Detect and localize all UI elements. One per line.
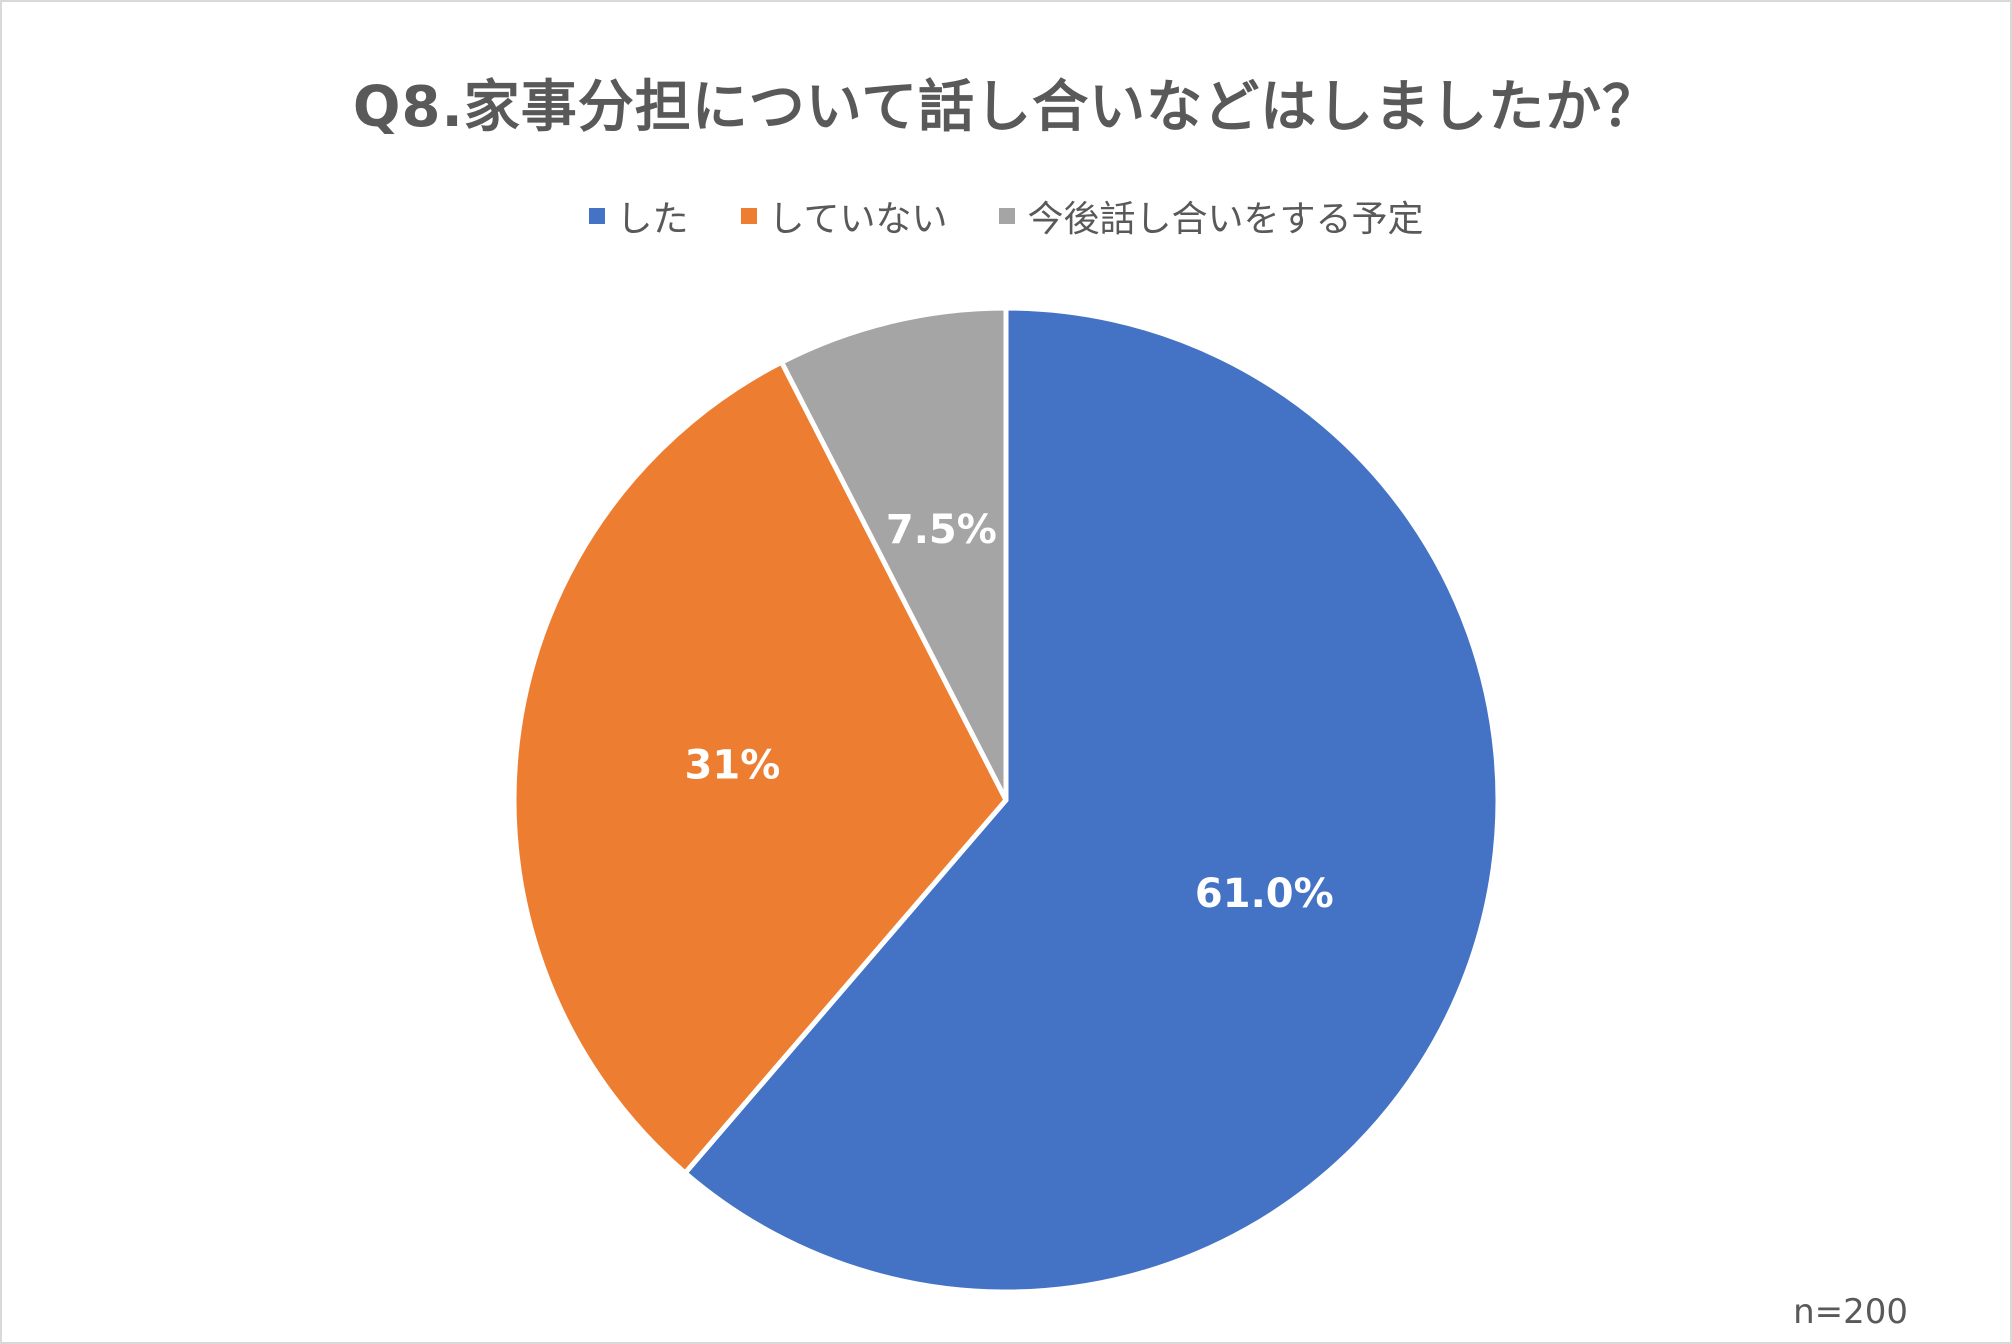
legend-item-0: した <box>588 190 689 242</box>
legend-swatch-1 <box>740 208 757 224</box>
legend-label-2: 今後話し合いをする予定 <box>1027 199 1424 240</box>
data-label-2: 7.5% <box>886 507 997 553</box>
chart-title: Q8.家事分担について話し合いなどはしましたか？ <box>352 75 1660 140</box>
pie-slice-2 <box>779 305 1009 803</box>
data-label-0: 61.0% <box>1195 871 1334 917</box>
pie-data-labels: 61.0% 31% 7.5% <box>685 507 1334 917</box>
legend: した していない 今後話し合いをする予定 <box>0 190 2012 242</box>
legend-swatch-0 <box>588 208 605 224</box>
legend-item-1: していない <box>740 190 948 242</box>
legend-swatch-2 <box>999 208 1016 224</box>
legend-item-2: 今後話し合いをする予定 <box>999 190 1423 242</box>
legend-label-0: した <box>616 199 689 240</box>
pie-slice-0 <box>682 305 1501 1295</box>
sample-size-note: n=200 <box>1793 1292 1908 1332</box>
data-label-1: 31% <box>685 742 781 788</box>
pie-slices <box>511 305 1501 1295</box>
legend-label-1: していない <box>768 199 948 240</box>
